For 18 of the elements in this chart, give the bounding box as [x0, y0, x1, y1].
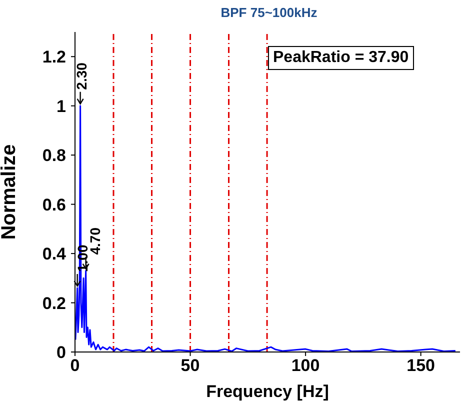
x-tick-label: 0 — [70, 356, 80, 376]
annotation: 2.30 — [73, 62, 90, 90]
line-series — [75, 105, 456, 352]
y-tick-label: 0.4 — [42, 244, 67, 264]
x-axis-title: Frequency [Hz] — [206, 382, 329, 401]
x-tick-label: 50 — [180, 356, 200, 376]
y-tick-label: 0 — [56, 343, 66, 362]
y-tick-label: 0.6 — [42, 195, 66, 214]
y-tick-label: 1.2 — [42, 48, 66, 67]
annotation: PeakRatio = 37.90 — [268, 46, 414, 70]
chart-title: BPF 75~100kHz — [220, 5, 318, 20]
y-tick-label: 1 — [56, 96, 66, 116]
x-tick-label: 150 — [406, 356, 435, 376]
y-tick-label: 0.8 — [42, 146, 66, 166]
x-tick-label: 100 — [291, 356, 320, 376]
annotation: 4.70 — [86, 227, 103, 255]
y-tick-label: 0.2 — [42, 294, 66, 313]
y-axis-title: Normalize — [0, 144, 20, 240]
